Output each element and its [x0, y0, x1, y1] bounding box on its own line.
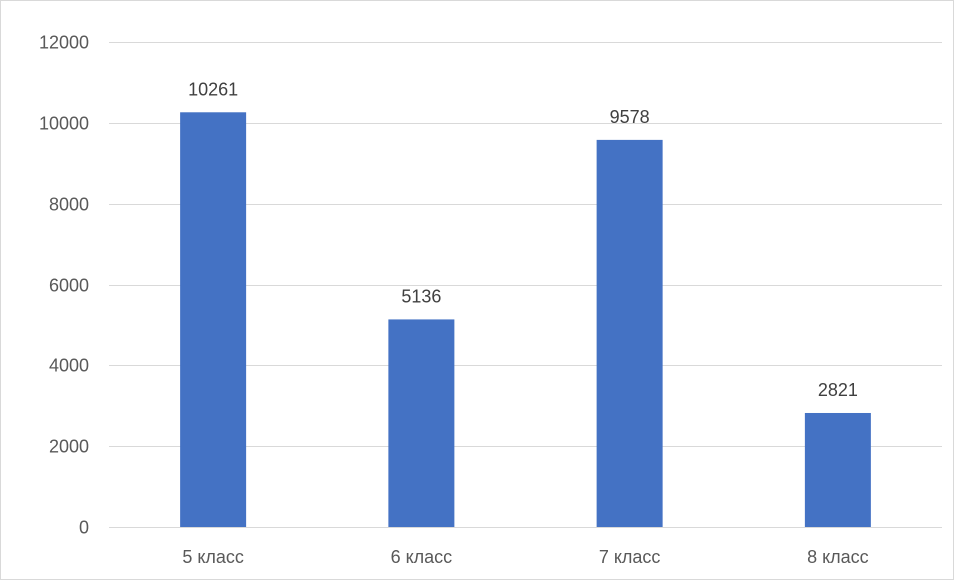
data-labels: 10261 5136 9578 2821: [188, 79, 858, 400]
x-tick-label: 8 класс: [807, 547, 869, 567]
y-tick-label: 4000: [49, 356, 89, 376]
y-axis-tick-labels: 0 2000 4000 6000 8000 10000 12000: [39, 33, 89, 538]
y-tick-label: 12000: [39, 33, 89, 53]
y-tick-label: 2000: [49, 437, 89, 457]
bar: [804, 412, 871, 527]
x-tick-label: 5 класс: [182, 547, 244, 567]
data-label: 9578: [610, 107, 650, 127]
bar: [180, 112, 247, 528]
data-label: 2821: [818, 380, 858, 400]
y-tick-label: 0: [79, 518, 89, 538]
x-tick-label: 6 класс: [391, 547, 453, 567]
bars: [180, 112, 871, 528]
data-label: 10261: [188, 79, 238, 99]
bar: [388, 319, 455, 527]
x-axis-tick-labels: 5 класс 6 класс 7 класс 8 класс: [182, 547, 868, 567]
bar: [596, 139, 663, 527]
gridlines: [109, 42, 942, 528]
y-tick-label: 6000: [49, 276, 89, 296]
y-tick-label: 8000: [49, 195, 89, 215]
y-tick-label: 10000: [39, 114, 89, 134]
data-label: 5136: [401, 286, 441, 306]
x-tick-label: 7 класс: [599, 547, 661, 567]
